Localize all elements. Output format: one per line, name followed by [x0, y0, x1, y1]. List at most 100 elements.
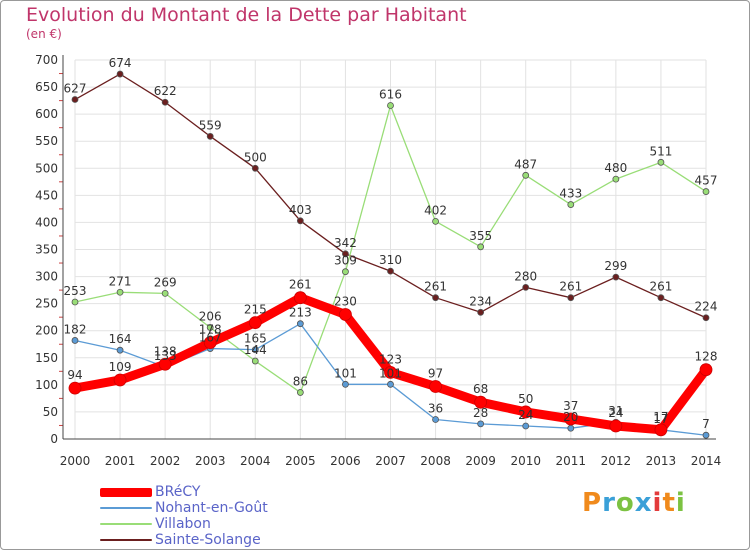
data-label-sainte-solange: 622: [154, 84, 177, 98]
data-point-brecy: [68, 381, 82, 395]
data-label-brecy: 109: [109, 360, 132, 374]
data-point-villabon: [206, 324, 214, 331]
data-label-brecy: 68: [473, 382, 488, 396]
x-tick-label: 2005: [285, 454, 316, 468]
data-point-villabon: [116, 288, 124, 296]
data-point-villabon: [432, 217, 439, 225]
data-label-villabon: 269: [154, 275, 177, 289]
data-point-nohant-en-gout: [432, 416, 439, 423]
y-tick-label: 50: [43, 405, 58, 419]
data-label-nohant-en-gout: 133: [154, 349, 177, 363]
data-label-villabon: 253: [64, 284, 87, 298]
data-point-nohant-en-gout: [522, 422, 530, 430]
data-label-sainte-solange: 280: [514, 269, 537, 283]
data-point-villabon: [296, 389, 304, 396]
data-point-brecy: [113, 373, 127, 387]
data-point-sainte-solange: [567, 294, 575, 302]
data-label-brecy: 178: [199, 323, 222, 337]
data-label-sainte-solange: 342: [334, 236, 357, 250]
data-label-villabon: 86: [293, 374, 308, 388]
x-tick-label: 2014: [691, 454, 722, 468]
x-tick-label: 2003: [195, 454, 226, 468]
y-tick-label: 400: [35, 215, 58, 229]
data-label-sainte-solange: 234: [469, 294, 492, 308]
x-tick-label: 2000: [60, 454, 91, 468]
data-label-villabon: 309: [334, 254, 357, 268]
data-point-villabon: [612, 175, 620, 183]
data-label-sainte-solange: 310: [379, 253, 402, 267]
data-point-villabon: [251, 357, 259, 365]
data-point-brecy: [203, 336, 217, 350]
x-tick-label: 2007: [375, 454, 406, 468]
data-label-sainte-solange: 261: [424, 280, 447, 294]
legend-swatch: [100, 488, 152, 497]
data-point-sainte-solange: [206, 132, 214, 140]
data-point-nohant-en-gout: [342, 380, 349, 388]
data-point-brecy: [654, 423, 668, 437]
data-point-villabon: [387, 102, 394, 109]
data-label-brecy: 261: [289, 278, 312, 292]
data-point-brecy: [158, 357, 172, 371]
data-point-sainte-solange: [387, 267, 394, 275]
data-point-nohant-en-gout: [702, 431, 710, 439]
data-point-villabon: [161, 289, 169, 297]
data-point-villabon: [567, 201, 575, 208]
y-tick-label: 550: [35, 134, 58, 148]
data-labels: 627 674 622 559 500 403 342 310 261 234 280 261 299 2…: [64, 56, 718, 431]
data-point-villabon: [657, 158, 665, 166]
x-tick-label: 2004: [240, 454, 271, 468]
proxiti-logo: Proxiti: [582, 488, 686, 518]
chart-title: Evolution du Montant de la Dette par Hab…: [26, 4, 467, 26]
series-lines: [68, 70, 713, 439]
data-label-villabon: 271: [109, 274, 132, 288]
legend-swatch: [100, 507, 152, 509]
data-point-brecy: [339, 308, 352, 321]
data-label-brecy: 123: [379, 352, 402, 366]
y-tick-label: 650: [35, 80, 58, 94]
data-label-brecy: 24: [608, 406, 623, 420]
y-tick-label: 250: [35, 297, 58, 311]
data-label-nohant-en-gout: 17: [653, 412, 668, 426]
y-tick-label: 200: [35, 324, 58, 338]
data-label-sainte-solange: 261: [559, 280, 582, 294]
legend-label: Sainte-Solange: [155, 532, 261, 548]
data-label-brecy: 17: [653, 410, 668, 424]
data-label-brecy: 50: [518, 392, 533, 406]
data-label-brecy: 128: [695, 350, 718, 364]
x-tick-label: 2011: [556, 454, 587, 468]
data-label-villabon: 402: [424, 203, 447, 217]
line-chart: 0501001502002503003504004505005506006507…: [35, 53, 722, 468]
data-label-brecy: 37: [563, 399, 578, 413]
y-tick-label: 300: [35, 270, 58, 284]
legend-label: BRéCY: [155, 484, 201, 500]
data-label-villabon: 206: [199, 309, 222, 323]
data-label-sainte-solange: 500: [244, 150, 267, 164]
data-point-villabon: [522, 171, 530, 179]
data-label-villabon: 433: [559, 187, 582, 201]
data-label-nohant-en-gout: 31: [608, 404, 623, 418]
y-tick-label: 700: [35, 53, 58, 67]
data-point-sainte-solange: [71, 96, 79, 103]
data-label-brecy: 215: [244, 303, 267, 317]
legend-label: Villabon: [155, 516, 211, 532]
data-point-villabon: [702, 188, 710, 195]
data-label-nohant-en-gout: 101: [334, 366, 357, 380]
data-point-brecy: [384, 366, 397, 379]
data-label-nohant-en-gout: 213: [289, 306, 312, 320]
data-label-nohant-en-gout: 182: [64, 322, 87, 336]
data-point-nohant-en-gout: [477, 420, 485, 428]
data-point-sainte-solange: [296, 217, 304, 225]
data-point-sainte-solange: [657, 294, 665, 302]
data-label-sainte-solange: 403: [289, 203, 312, 217]
y-tick-label: 150: [35, 351, 58, 365]
x-tick-label: 2013: [646, 454, 677, 468]
data-label-nohant-en-gout: 167: [199, 331, 222, 345]
data-point-villabon: [71, 298, 79, 306]
data-label-nohant-en-gout: 7: [702, 417, 710, 431]
data-point-sainte-solange: [432, 294, 439, 302]
data-label-nohant-en-gout: 165: [244, 332, 267, 346]
y-tick-label: 450: [35, 188, 58, 202]
data-point-brecy: [609, 419, 623, 433]
data-label-villabon: 487: [514, 157, 537, 171]
